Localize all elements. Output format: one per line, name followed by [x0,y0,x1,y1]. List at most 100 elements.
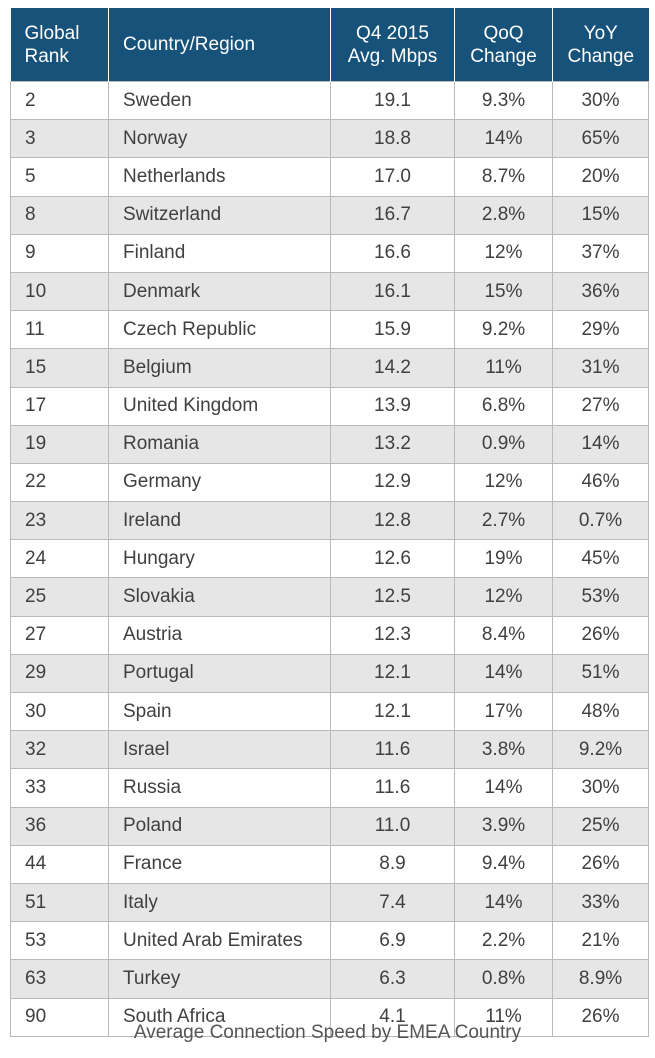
table-row: 10 Denmark 16.1 15% 36% [10,271,649,312]
table-row: 3 Norway 18.8 14% 65% [10,119,649,159]
table-row: 9 Finland 16.6 12% 37% [10,233,649,273]
cell-qoq: 19% [454,539,553,579]
column-header-qoq: QoQ Change [454,8,553,82]
cell-qoq: 11% [454,997,553,1037]
cell-yoy: 9.2% [552,730,649,770]
column-header-line: Q4 2015 [356,22,429,44]
cell-speed: 12.8 [330,501,455,541]
cell-qoq: 14% [454,119,553,159]
cell-qoq: 9.3% [454,80,553,121]
table-row: 33 Russia 11.6 14% 30% [10,768,649,808]
cell-speed: 18.8 [330,119,455,159]
cell-rank: 51 [10,882,109,923]
column-header-line: Avg. Mbps [347,45,438,67]
cell-speed: 19.1 [330,80,455,121]
cell-country: Spain [108,691,331,732]
cell-qoq: 3.9% [454,806,553,846]
cell-qoq: 15% [454,271,553,312]
cell-speed: 11.0 [330,806,455,846]
cell-yoy: 65% [552,119,649,159]
cell-yoy: 46% [552,462,649,503]
cell-speed: 13.9 [330,386,455,426]
table-row: 32 Israel 11.6 3.8% 9.2% [10,730,649,770]
cell-yoy: 20% [552,157,649,197]
cell-rank: 3 [10,119,109,159]
cell-country: Sweden [108,80,331,121]
cell-rank: 22 [10,462,109,503]
table-row: 36 Poland 11.0 3.9% 25% [10,806,649,846]
cell-rank: 63 [10,959,109,999]
cell-speed: 4.1 [330,997,455,1037]
cell-country: Turkey [108,959,331,999]
cell-qoq: 8.4% [454,615,553,655]
cell-speed: 12.1 [330,691,455,732]
cell-yoy: 26% [552,615,649,655]
cell-country: Italy [108,882,331,923]
cell-qoq: 0.9% [454,424,553,464]
cell-rank: 27 [10,615,109,655]
cell-qoq: 9.2% [454,310,553,350]
cell-speed: 13.2 [330,424,455,464]
cell-qoq: 8.7% [454,157,553,197]
cell-rank: 53 [10,921,109,961]
cell-qoq: 12% [454,233,553,273]
table-row: 44 France 8.9 9.4% 26% [10,844,649,884]
cell-yoy: 45% [552,539,649,579]
cell-rank: 19 [10,424,109,464]
table-row: 23 Ireland 12.8 2.7% 0.7% [10,501,649,541]
table-body: 2 Sweden 19.1 9.3% 30% 3 Norway 18.8 14% 65% 5 Neth… [10,80,649,1037]
cell-qoq: 12% [454,577,553,617]
table-row: 17 United Kingdom 13.9 6.8% 27% [10,386,649,426]
cell-country: Austria [108,615,331,655]
table-row: 19 Romania 13.2 0.9% 14% [10,424,649,464]
cell-yoy: 27% [552,386,649,426]
cell-yoy: 14% [552,424,649,464]
cell-yoy: 37% [552,233,649,273]
table-row: 8 Switzerland 16.7 2.8% 15% [10,195,649,235]
cell-rank: 32 [10,730,109,770]
cell-country: Israel [108,730,331,770]
cell-yoy: 53% [552,577,649,617]
cell-rank: 24 [10,539,109,579]
cell-country: Netherlands [108,157,331,197]
cell-yoy: 30% [552,768,649,808]
cell-speed: 15.9 [330,310,455,350]
cell-qoq: 9.4% [454,844,553,884]
cell-yoy: 15% [552,195,649,235]
cell-rank: 90 [10,997,109,1037]
column-header-line: Global [24,22,80,44]
cell-country: France [108,844,331,884]
cell-qoq: 17% [454,691,553,732]
cell-yoy: 51% [552,653,649,694]
column-header-rank: Global Rank [10,8,109,82]
cell-speed: 8.9 [330,844,455,884]
table-caption: Average Connection Speed by EMEA Country [133,1022,522,1043]
cell-country: United Kingdom [108,386,331,426]
cell-qoq: 0.8% [454,959,553,999]
column-header-speed: Q4 2015 Avg. Mbps [330,8,455,82]
cell-country: Slovakia [108,577,331,617]
cell-speed: 12.5 [330,577,455,617]
cell-qoq: 14% [454,768,553,808]
cell-rank: 44 [10,844,109,884]
cell-country: Romania [108,424,331,464]
table-row: 51 Italy 7.4 14% 33% [10,882,649,923]
cell-country: Belgium [108,348,331,388]
cell-yoy: 48% [552,691,649,732]
cell-country: Denmark [108,271,331,312]
column-header-line: Change [470,45,537,67]
cell-qoq: 14% [454,653,553,694]
table-row: 11 Czech Republic 15.9 9.2% 29% [10,310,649,350]
cell-rank: 17 [10,386,109,426]
cell-speed: 16.1 [330,271,455,312]
cell-qoq: 2.2% [454,921,553,961]
cell-speed: 12.6 [330,539,455,579]
cell-speed: 7.4 [330,882,455,923]
cell-country: Ireland [108,501,331,541]
cell-country: Switzerland [108,195,331,235]
cell-country: Hungary [108,539,331,579]
table-row: 90 South Africa 4.1 11% 26% [10,997,649,1037]
cell-yoy: 36% [552,271,649,312]
cell-yoy: 25% [552,806,649,846]
cell-yoy: 26% [552,997,649,1037]
